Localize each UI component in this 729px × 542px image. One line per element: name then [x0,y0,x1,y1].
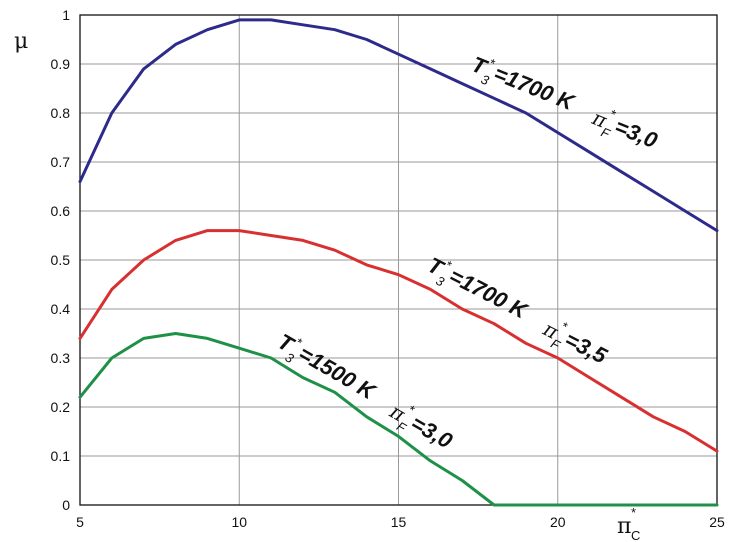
x-tick-label: 10 [231,514,247,530]
series-line-2 [78,229,719,453]
curve-label-1-pi-value: =3,0 [611,114,661,154]
y-tick-label: 0.5 [51,252,71,268]
x-tick-label: 25 [709,514,725,530]
y-axis-label: μ [14,29,28,54]
curve-label-2-T-value: =1700 K [445,263,533,324]
curve-label-1-T-value: =1700 K [490,60,579,115]
plot-frame [79,14,718,506]
y-tick-label: 0.4 [51,301,71,317]
y-tick-labels: 0 0.1 0.2 0.3 0.4 0.5 0.6 0.7 0.8 0.9 1 [51,7,71,513]
x-tick-label: 5 [76,514,84,530]
series-line-3 [78,332,719,507]
curve-label-2: T 3 * =1700 K π F * =3,5 [424,252,612,369]
curve-label-1: T 3 * =1700 K π F * =3,0 [468,51,661,154]
x-axis-label-sup: * [631,505,636,520]
x-axis-label-sub: C [631,528,640,542]
curve-label-3: T 3 * =1500 K π F * =3,0 [274,329,458,454]
x-axis-label: π * C [617,505,640,542]
x-tick-labels: 5 10 15 20 25 [76,514,725,530]
x-tick-label: 15 [391,514,407,530]
y-tick-label: 0.8 [51,105,71,121]
y-tick-label: 0.9 [51,56,71,72]
curve-label-1-T-sup: * [487,55,498,71]
series-lines [78,18,719,507]
y-tick-label: 0.7 [51,154,71,170]
y-tick-label: 0.6 [51,203,71,219]
curve-label-1-pi-sup: * [607,106,618,122]
x-axis-label-symbol: π [617,514,631,539]
y-tick-label: 0.2 [51,399,71,415]
y-tick-label: 0 [62,497,70,513]
curve-label-2-pi-value: =3,5 [561,327,612,369]
series-line-1 [78,18,719,233]
y-tick-label: 0.1 [51,448,71,464]
y-tick-label: 0.3 [51,350,71,366]
y-tick-label: 1 [62,7,70,23]
x-tick-label: 20 [550,514,566,530]
